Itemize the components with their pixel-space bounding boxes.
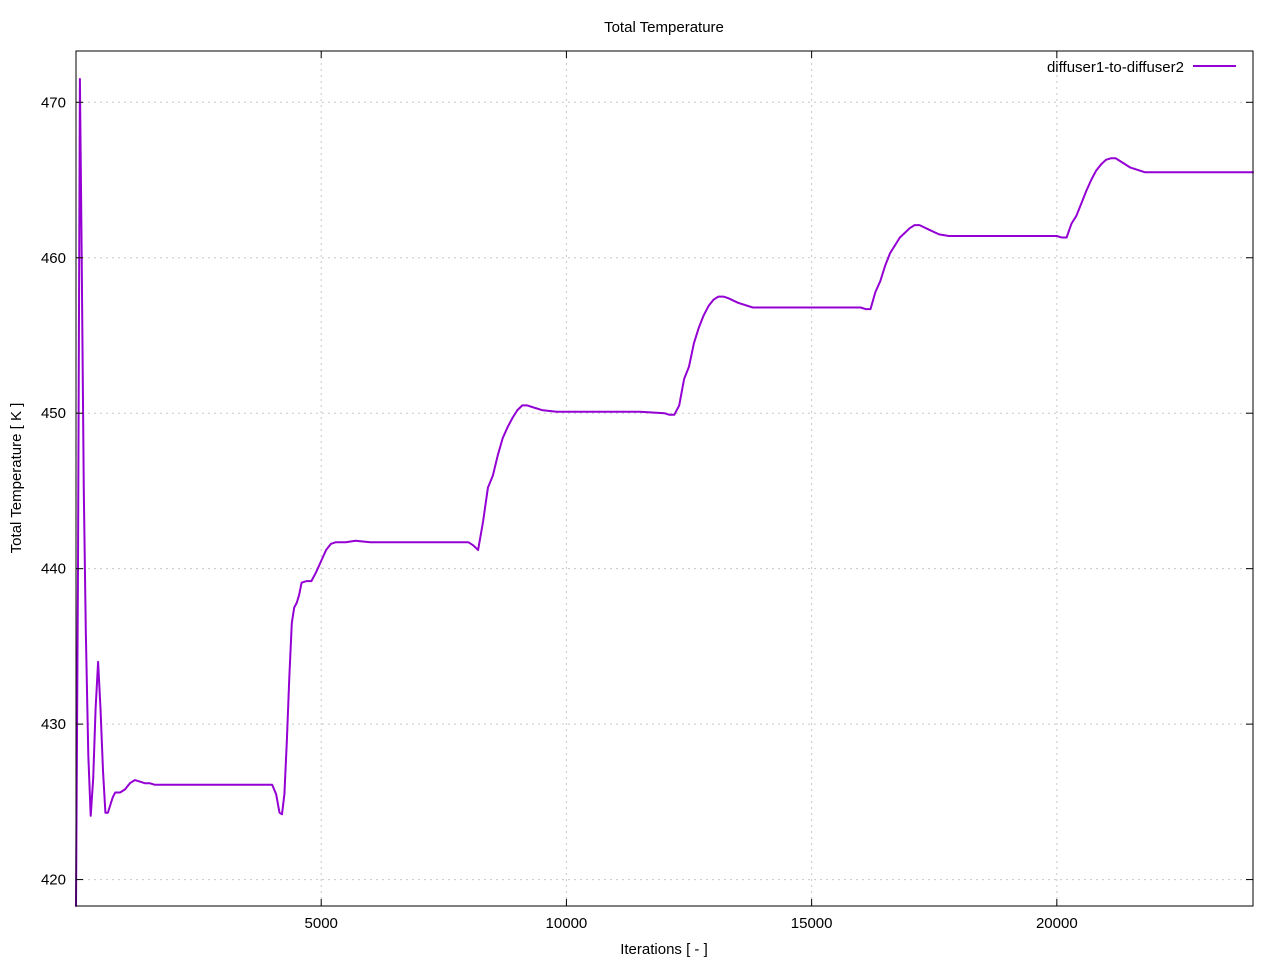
legend-label: diffuser1-to-diffuser2	[1047, 59, 1184, 76]
y-tick-label: 420	[41, 872, 66, 889]
series-group	[75, 78, 1254, 907]
chart-title: Total Temperature	[604, 19, 724, 36]
y-axis-label: Total Temperature [ K ]	[8, 403, 25, 554]
x-tick-label: 5000	[305, 915, 338, 932]
x-tick-label: 10000	[546, 915, 588, 932]
plot-frame	[75, 50, 1254, 907]
x-axis-label: Iterations [ - ]	[620, 941, 708, 958]
grid	[76, 51, 1253, 906]
y-tick-label: 440	[41, 561, 66, 578]
legend: diffuser1-to-diffuser2	[1047, 59, 1236, 76]
x-tick-label: 15000	[791, 915, 833, 932]
ticks: 5000 10000 15000 20000 420 430 440 450 460 470	[41, 51, 1253, 932]
y-tick-label: 460	[41, 250, 66, 267]
series-line	[75, 78, 1254, 907]
y-tick-label: 430	[41, 716, 66, 733]
x-tick-label: 20000	[1036, 915, 1078, 932]
y-tick-label: 470	[41, 94, 66, 111]
y-tick-label: 450	[41, 405, 66, 422]
